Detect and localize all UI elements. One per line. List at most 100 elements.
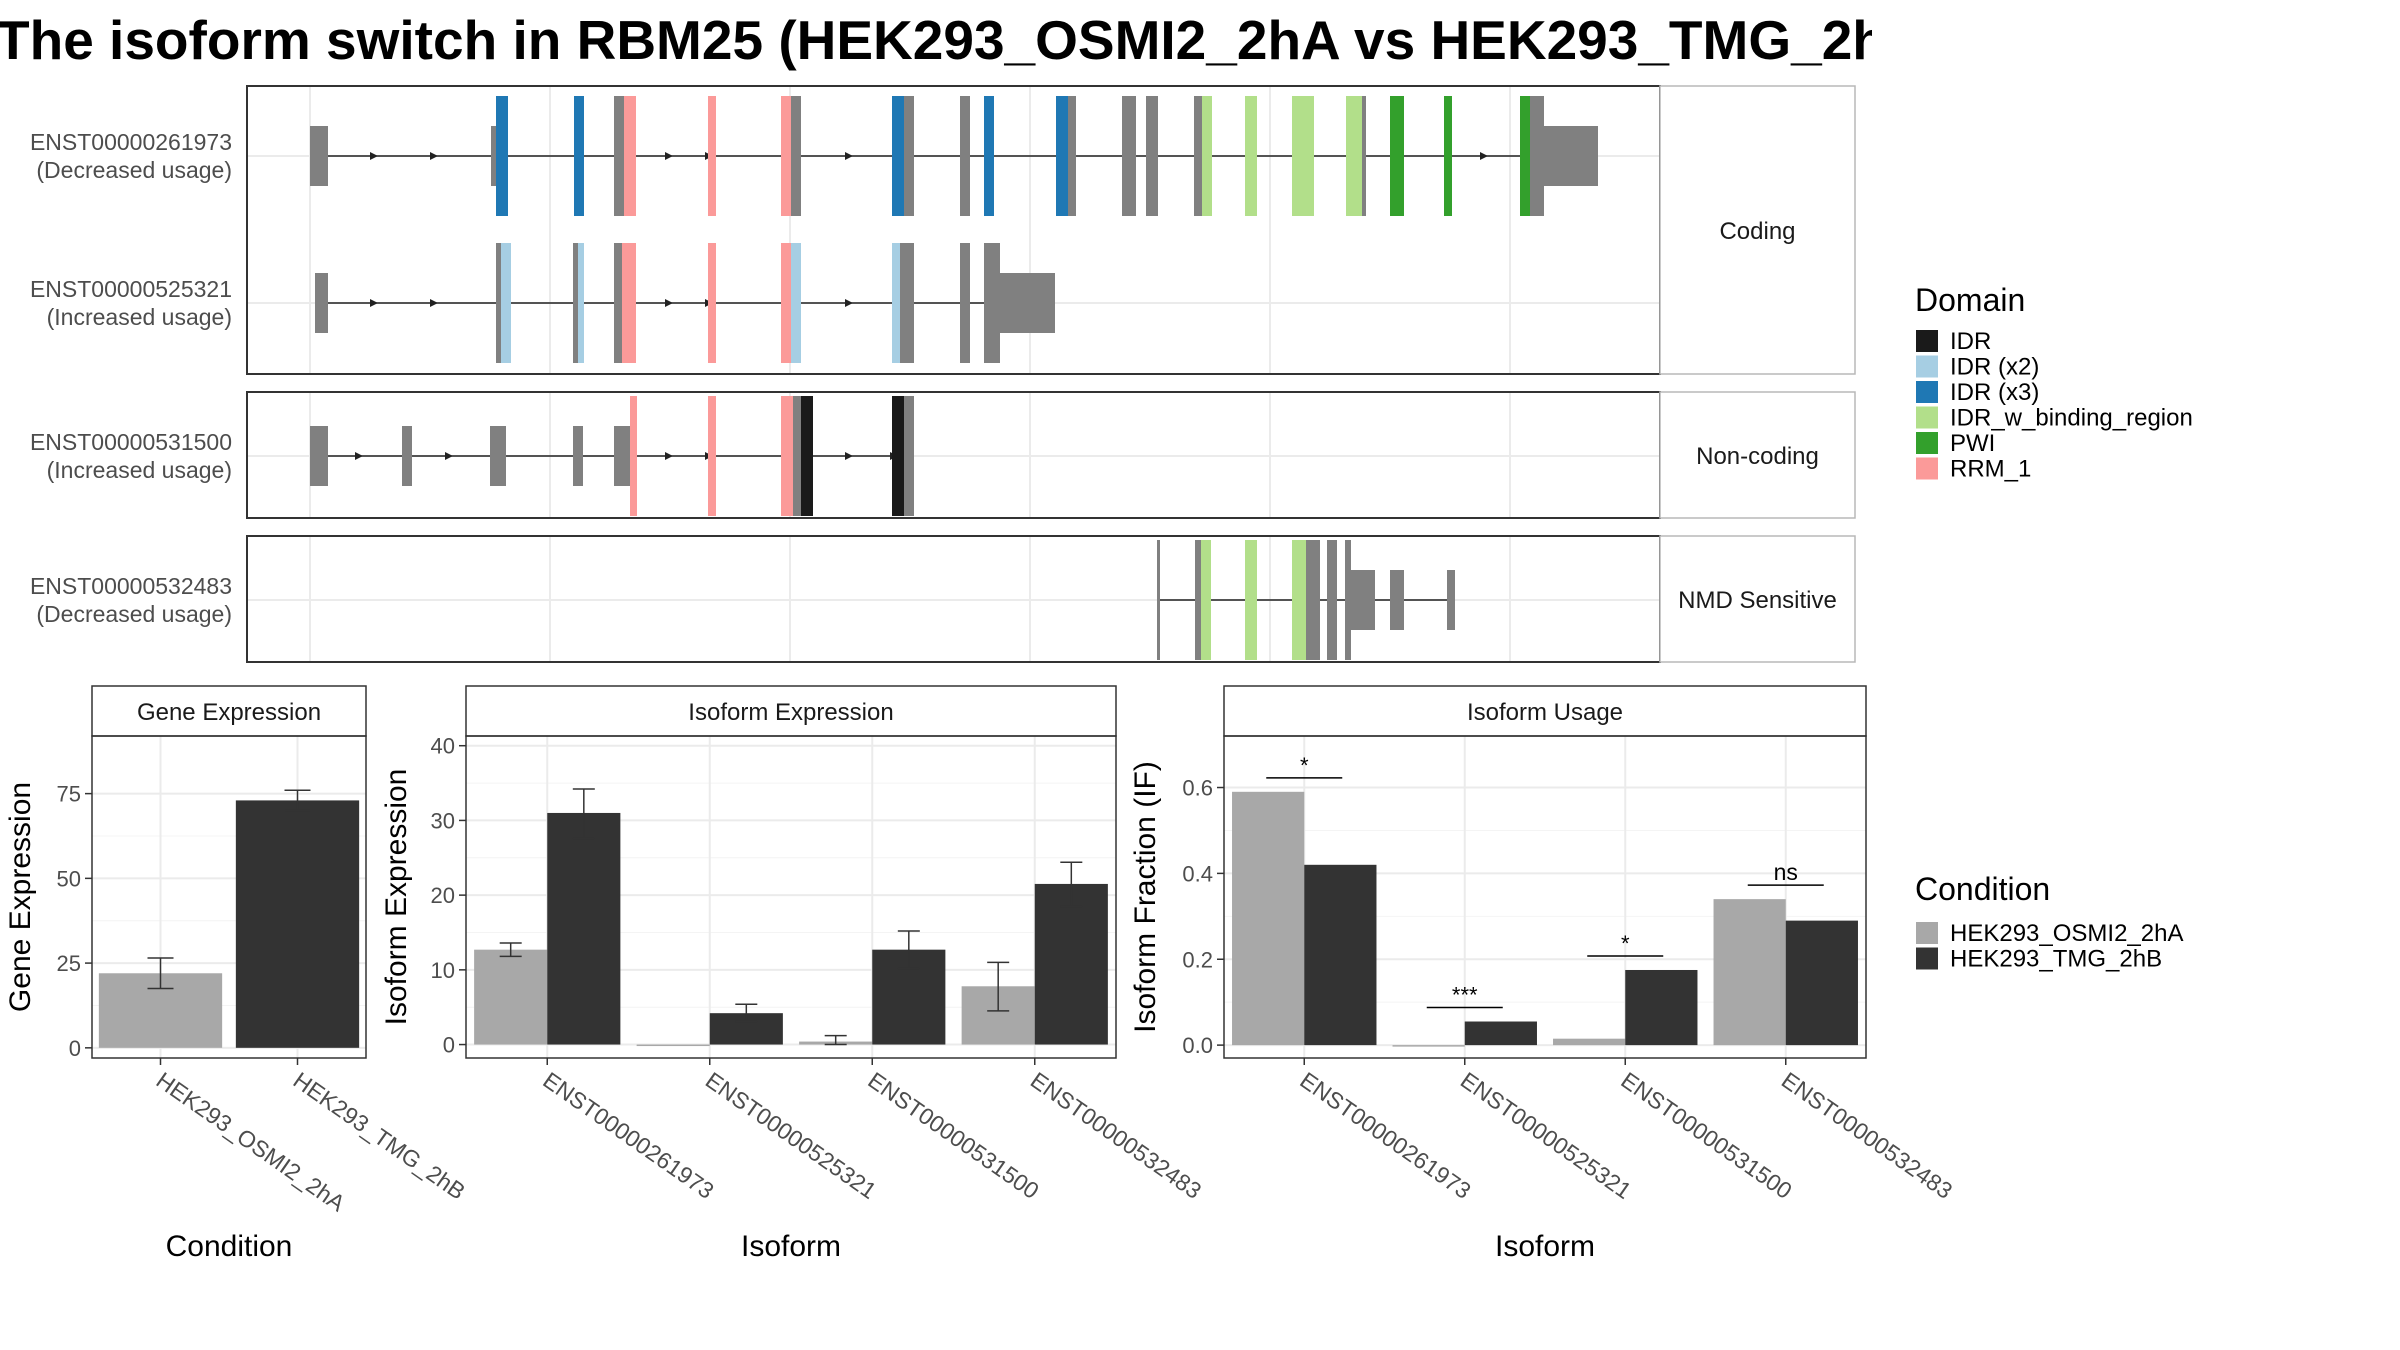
- exon-domain-idr-w-binding-region: [1292, 96, 1314, 216]
- exon-domain-idr-x3-: [496, 96, 508, 216]
- exon: [791, 96, 801, 216]
- exon: [1314, 540, 1320, 660]
- legend-key-swatch: [1916, 355, 1938, 378]
- transcript-id-label: ENST00000525321: [30, 276, 232, 302]
- bar: [1464, 1021, 1537, 1046]
- chart-title: Gene Expression: [137, 699, 321, 726]
- exon: [900, 243, 914, 363]
- exon: [1157, 540, 1160, 660]
- exon: [1122, 96, 1136, 216]
- exon: [315, 273, 328, 333]
- legend-key-label: HEK293_OSMI2_2hA: [1950, 920, 2183, 947]
- exon: [573, 426, 583, 486]
- chart-strip: [1223, 685, 1867, 737]
- exon: [1544, 126, 1598, 186]
- x-tick-label: ENST00000531500: [1616, 1067, 1796, 1204]
- intron-arrow: [1480, 152, 1488, 160]
- exon-domain-idr-w-binding-region: [1245, 96, 1257, 216]
- legend-key-swatch: [1916, 457, 1938, 480]
- intron-arrow: [430, 299, 438, 307]
- y-axis-title: Isoform Expression: [380, 769, 413, 1026]
- intron-arrow: [845, 299, 853, 307]
- intron-arrow: [845, 152, 853, 160]
- transcript-id-label: ENST00000531500: [30, 429, 232, 455]
- exon: [496, 243, 501, 363]
- title-clip: The isoform switch in RBM25 (HEK293_OSMI…: [0, 0, 1872, 80]
- transcript-id-label: ENST00000261973: [30, 129, 232, 155]
- facet-strip: [1659, 391, 1856, 519]
- legend-key-label: PWI: [1950, 430, 1995, 457]
- exon-domain-rrm-1: [708, 396, 716, 516]
- bar: [1625, 969, 1698, 1046]
- exon-domain-idr-x3-: [984, 96, 994, 216]
- intron-arrow: [665, 299, 673, 307]
- facet-strip-label: NMD Sensitive: [1678, 587, 1837, 614]
- exon-domain-rrm-1: [708, 96, 716, 216]
- chart-panel-border: [1223, 735, 1867, 1059]
- condition-legend-title: Condition: [1915, 871, 2050, 907]
- bar: [474, 949, 548, 1045]
- exon: [614, 243, 622, 363]
- x-tick-label: ENST00000532483: [1777, 1067, 1957, 1204]
- y-tick-label: 0.4: [1182, 861, 1213, 886]
- exon-domain-idr-x2-: [501, 243, 511, 363]
- exon-domain-rrm-1: [781, 396, 793, 516]
- exon-domain-rrm-1: [630, 396, 637, 516]
- chart-title: Isoform Usage: [1467, 699, 1623, 726]
- legend-key-swatch: [1916, 432, 1938, 454]
- exon-domain-idr-w-binding-region: [1245, 540, 1257, 660]
- exon-domain-rrm-1: [708, 243, 716, 363]
- intron-arrow: [665, 452, 673, 460]
- exon-domain-idr-w-binding-region: [1346, 96, 1362, 216]
- exon: [904, 96, 914, 216]
- exon-domain-idr-x2-: [791, 243, 801, 363]
- x-tick-label: ENST00000261973: [1295, 1067, 1475, 1204]
- bar: [1034, 883, 1108, 1045]
- exon: [1351, 570, 1375, 630]
- exon: [614, 426, 630, 486]
- transcript-ENST00000531500: ENST00000531500(Increased usage): [30, 396, 914, 516]
- legend-key-swatch: [1916, 330, 1938, 352]
- exon-domain-rrm-1: [781, 243, 791, 363]
- exon: [1194, 96, 1202, 216]
- y-axis-title: Gene Expression: [4, 782, 37, 1012]
- transcript-usage-label: (Decreased usage): [36, 601, 232, 627]
- intron-arrow: [355, 452, 363, 460]
- exon: [960, 243, 970, 363]
- y-tick-label: 0: [69, 1036, 81, 1061]
- exon-domain-idr-x3-: [574, 96, 584, 216]
- exon-domain-idr-w-binding-region: [1202, 96, 1212, 216]
- exon-domain-idr-w-binding-region: [1201, 540, 1211, 660]
- exon: [310, 426, 328, 486]
- exon: [614, 96, 624, 216]
- chart-panel-border: [91, 735, 367, 1059]
- exon: [793, 396, 801, 516]
- y-tick-label: 0.2: [1182, 947, 1213, 972]
- y-tick-label: 25: [57, 951, 81, 976]
- exon: [960, 96, 970, 216]
- intron-arrow: [845, 452, 853, 460]
- exon: [1306, 540, 1314, 660]
- transcript-ENST00000525321: ENST00000525321(Increased usage): [30, 243, 1055, 363]
- structure-facet-non-coding: Non-coding ENST00000531500(Increased usag…: [30, 391, 1856, 519]
- intron-arrow: [370, 299, 378, 307]
- y-tick-label: 10: [431, 958, 455, 983]
- exon: [1345, 540, 1351, 660]
- bar: [1785, 920, 1858, 1046]
- exon: [1146, 96, 1158, 216]
- bar: [1304, 864, 1377, 1046]
- exon-domain-idr-w-binding-region: [1292, 540, 1306, 660]
- exon-domain-idr-x3-: [892, 96, 904, 216]
- intron-arrow: [445, 452, 453, 460]
- facet-strip: [1659, 535, 1856, 663]
- exon-domain-rrm-1: [781, 96, 791, 216]
- exon: [1000, 273, 1055, 333]
- legend-key-swatch: [1916, 922, 1938, 944]
- x-axis-title: Isoform: [1495, 1230, 1595, 1263]
- x-tick-label: ENST00000532483: [1026, 1067, 1206, 1204]
- chart-title: Isoform Expression: [688, 699, 893, 726]
